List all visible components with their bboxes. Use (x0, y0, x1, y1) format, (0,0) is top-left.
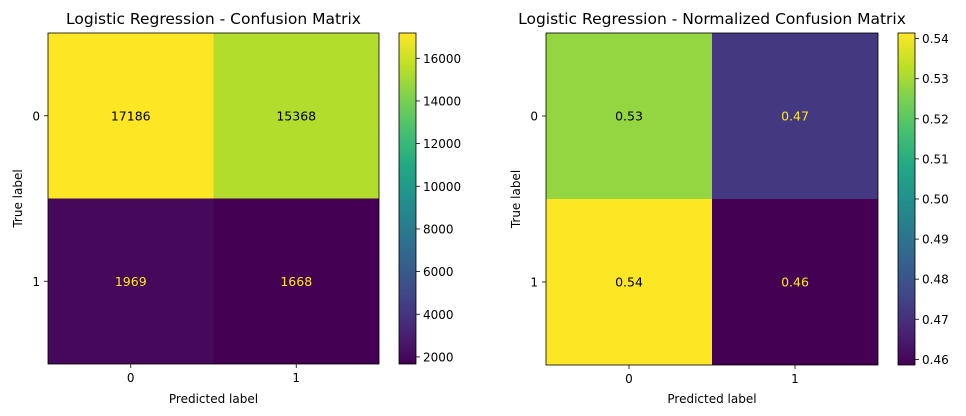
cm-ytick-label-0: 0 (32, 109, 40, 123)
cm-colorbar-tick-label-7: 16000 (423, 52, 461, 66)
cm-cell-label-1-0: 1969 (115, 274, 147, 289)
cm-axes-frame (47, 32, 380, 365)
cm-cell-0-1 (213, 33, 379, 199)
cm-xtick-label-1: 1 (292, 371, 300, 385)
cm-xlabel: Predicted label (169, 392, 258, 406)
ncm-colorbar-tick-label-6: 0.52 (922, 112, 949, 126)
ncm-colorbar-tick-label-7: 0.53 (922, 72, 949, 86)
ncm-cell-1-1 (712, 199, 878, 365)
ncm-colorbar-tick-label-3: 0.49 (922, 233, 949, 247)
ncm-cell-label-1-1: 0.46 (781, 275, 809, 290)
ncm-colorbar (897, 32, 916, 366)
ncm-colorbar-tick-label-4: 0.50 (922, 193, 949, 207)
cm-colorbar-tick-label-3: 8000 (423, 222, 454, 236)
cm-cell-0-0 (48, 33, 214, 199)
ncm-colorbar-tick-label-5: 0.51 (922, 152, 949, 166)
cm-xtick-label-0: 0 (127, 371, 135, 385)
ncm-colorbar-tick-label-0: 0.46 (922, 353, 949, 367)
cm-colorbar-tick-label-0: 2000 (423, 350, 454, 364)
ncm-title: Logistic Regression - Normalized Confusi… (518, 10, 906, 28)
cm-colorbar (398, 32, 417, 365)
cm-panel: Logistic Regression - Confusion Matrix 17… (11, 10, 461, 406)
ncm-cell-0-1 (712, 33, 878, 199)
ncm-ylabel: True label (509, 170, 523, 229)
ncm-cell-label-1-0: 0.54 (615, 275, 643, 290)
cm-cell-label-0-1: 15368 (276, 108, 316, 123)
cm-cell-1-1 (213, 198, 379, 364)
ncm-cell-1-0 (546, 199, 712, 365)
ncm-cell-label-0-1: 0.47 (781, 109, 809, 124)
ncm-xlabel: Predicted label (667, 392, 756, 406)
ncm-cell-0-0 (546, 33, 712, 199)
ncm-panel: Logistic Regression - Normalized Confusi… (509, 10, 949, 406)
cm-ylabel: True label (11, 169, 25, 228)
cm-colorbar-tick-label-1: 4000 (423, 308, 454, 322)
cm-ytick-label-1: 1 (32, 275, 40, 289)
ncm-ytick-label-1: 1 (530, 276, 538, 290)
cm-colorbar-tick-label-4: 10000 (423, 180, 461, 194)
cm-cell-1-0 (48, 198, 214, 364)
cm-cell-label-0-0: 17186 (111, 108, 151, 123)
ncm-colorbar-tick-label-1: 0.47 (922, 313, 949, 327)
ncm-xtick-label-0: 0 (625, 372, 633, 386)
ncm-axes-frame (545, 32, 879, 366)
cm-cell-label-1-1: 1668 (280, 274, 312, 289)
cm-colorbar-tick-label-2: 6000 (423, 265, 454, 279)
ncm-xtick-label-1: 1 (791, 372, 799, 386)
ncm-cell-label-0-0: 0.53 (615, 109, 643, 124)
ncm-colorbar-tick-label-8: 0.54 (922, 32, 949, 46)
cm-colorbar-tick-label-5: 12000 (423, 137, 461, 151)
ncm-ytick-label-0: 0 (530, 110, 538, 124)
cm-colorbar-tick-label-6: 14000 (423, 94, 461, 108)
cm-title: Logistic Regression - Confusion Matrix (66, 10, 361, 28)
ncm-colorbar-tick-label-2: 0.48 (922, 273, 949, 287)
